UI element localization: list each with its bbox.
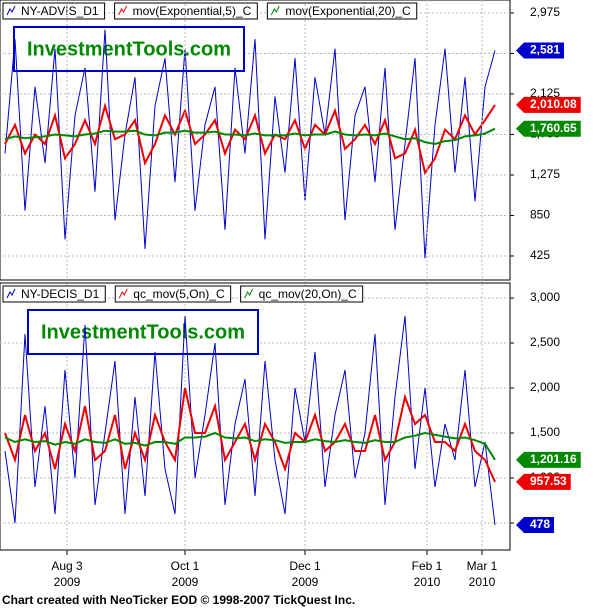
value-tag-box [516,516,555,533]
value-tag: 2,581 [516,42,565,59]
x-tick-year: 2009 [172,575,199,589]
value-tag-box [516,451,581,468]
value-tag: 478 [516,516,555,533]
x-tick-year: 2010 [414,575,441,589]
legend-box [240,285,364,303]
series-line [4,102,496,176]
value-tag-label: 1,201.16 [530,452,577,466]
watermark-box [13,26,245,72]
x-tick-label: Feb 1 [412,559,443,573]
legend-box [2,285,106,303]
y-tick-label: 2,125 [530,86,560,100]
value-tag-box [516,120,581,137]
y-tick-label: 425 [530,248,550,262]
watermark: InvestmentTools.com [41,321,245,343]
footer: Chart created with NeoTicker EOD © 1998-… [2,593,355,607]
legend-icon [6,288,16,299]
legend-entry: qc_mov(20,On)_C [259,287,357,301]
legend-icon [118,5,128,16]
y-tick-label: 2,000 [530,380,560,394]
watermark: InvestmentTools.com [27,38,231,60]
legend-icon [244,288,254,299]
value-tag-box [516,96,581,113]
series-line [4,29,496,259]
value-tag-label: 478 [530,517,550,531]
value-tag-label: 957.53 [530,474,567,488]
x-tick-label: Oct 1 [171,559,200,573]
value-tag-box [516,473,571,490]
legend-entry: mov(Exponential,20)_C [285,4,411,18]
legend-icon [6,5,16,16]
value-tag: 1,201.16 [516,451,581,468]
x-tick-label: Mar 1 [467,559,498,573]
value-tag: 1,760.65 [516,120,581,137]
legend-box [114,2,258,20]
series-line [4,431,496,461]
x-tick-label: Dec 1 [289,559,321,573]
value-tag-box [516,42,565,59]
legend-entry: NY-DECIS_D1 [21,287,100,301]
value-tag-label: 1,760.65 [530,121,577,135]
legend-box [114,285,232,303]
x-tick-year: 2010 [469,575,496,589]
legend-box [266,2,418,20]
legend-entry: qc_mov(5,On)_C [133,287,225,301]
y-tick-label: 3,000 [530,290,560,304]
value-tag: 957.53 [516,473,571,490]
series-line [4,315,496,526]
x-tick-label: Aug 3 [51,559,83,573]
y-tick-label: 1,275 [530,167,560,181]
series-line [4,387,496,483]
legend-icon [118,288,128,299]
value-tag-label: 2,010.08 [530,97,577,111]
value-tag-label: 2,581 [530,43,560,57]
legend-icon [270,5,280,16]
x-tick-year: 2009 [292,575,319,589]
series-line [4,127,496,146]
legend-entry: mov(Exponential,5)_C [133,4,252,18]
y-tick-label: 2,500 [530,335,560,349]
legend-box [2,2,106,20]
y-tick-label: 1,500 [530,425,560,439]
legend-entry: NY-ADVIS_D1 [21,4,99,18]
value-tag: 2,010.08 [516,96,581,113]
y-tick-label: 850 [530,208,550,222]
watermark-box [27,309,259,355]
x-tick-year: 2009 [54,575,81,589]
y-tick-label: 2,975 [530,5,560,19]
